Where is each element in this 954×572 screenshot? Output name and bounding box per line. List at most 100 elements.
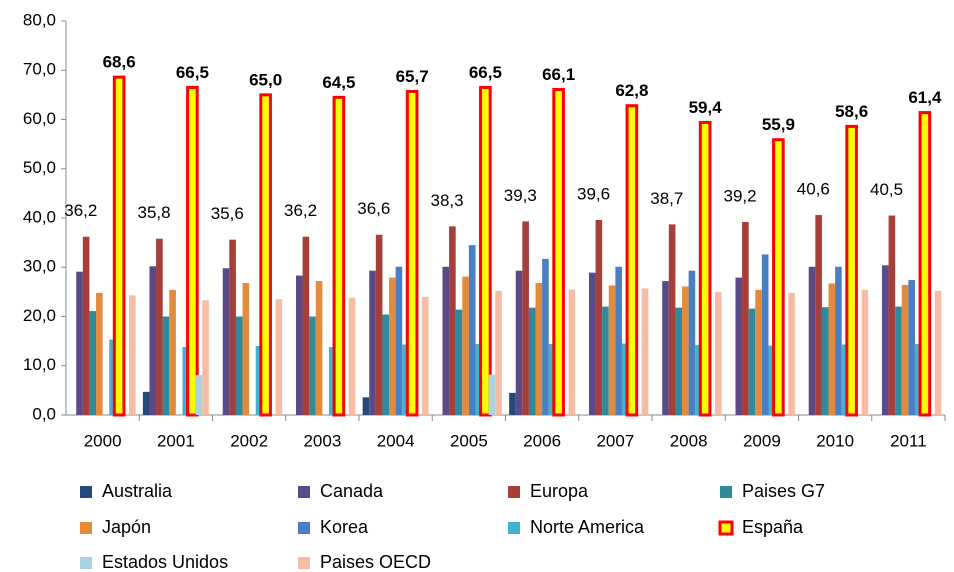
bar	[328, 347, 336, 415]
bar	[621, 343, 629, 415]
bar	[169, 289, 176, 415]
bar	[845, 124, 858, 417]
bar	[495, 290, 502, 415]
bar	[362, 397, 370, 415]
bar	[914, 344, 922, 415]
legend-swatch	[718, 520, 734, 536]
bar	[552, 87, 565, 417]
bar	[405, 89, 419, 417]
data-label: 36,2	[284, 201, 317, 220]
bar	[509, 392, 516, 415]
legend-label: Korea	[320, 517, 369, 537]
bar	[142, 391, 150, 415]
bar	[202, 300, 209, 415]
data-label: 64,5	[322, 73, 355, 92]
bar	[515, 270, 523, 415]
legend-label: Paises OECD	[320, 552, 431, 572]
x-tick-label: 2004	[377, 431, 415, 450]
bar	[861, 289, 869, 415]
bar	[462, 276, 469, 415]
bar	[908, 280, 915, 415]
bar	[835, 266, 842, 415]
y-tick-label: 20,0	[23, 306, 56, 325]
bar	[479, 85, 492, 417]
bar	[522, 221, 529, 415]
bar	[888, 215, 896, 415]
y-tick-label: 60,0	[23, 109, 56, 128]
x-tick-label: 2009	[743, 431, 781, 450]
data-label: 39,2	[724, 186, 757, 205]
bar	[668, 224, 676, 415]
bar	[455, 309, 463, 415]
y-tick-label: 80,0	[23, 10, 56, 29]
data-label: 61,4	[908, 88, 942, 107]
bar	[698, 120, 712, 417]
bar	[934, 290, 942, 415]
bar	[535, 283, 543, 415]
data-label: 66,1	[542, 65, 575, 84]
bar	[295, 275, 303, 415]
bar	[615, 266, 622, 415]
bar	[186, 85, 199, 417]
legend-swatch	[80, 557, 92, 569]
data-label: 40,6	[797, 180, 830, 199]
bar	[259, 93, 272, 417]
bar	[82, 236, 90, 415]
data-label: 35,8	[138, 203, 171, 222]
bar	[302, 236, 310, 415]
bar	[542, 258, 549, 415]
bar	[715, 291, 722, 415]
data-label: 59,4	[689, 98, 723, 117]
bar	[449, 226, 456, 415]
bar	[528, 307, 536, 415]
x-tick-label: 2006	[523, 431, 561, 450]
bar	[841, 344, 849, 415]
data-label: 66,5	[176, 63, 209, 82]
bar	[895, 306, 902, 415]
bar	[369, 270, 376, 415]
y-tick-label: 40,0	[23, 207, 56, 226]
bar	[821, 307, 829, 415]
bar	[76, 271, 83, 415]
x-tick-label: 2000	[84, 431, 122, 450]
bar	[918, 111, 932, 417]
data-label: 55,9	[762, 115, 795, 134]
bar	[275, 299, 283, 415]
bar	[568, 289, 576, 415]
bar	[755, 289, 762, 415]
data-label: 39,3	[504, 186, 537, 205]
bar	[149, 266, 157, 415]
bar	[129, 295, 136, 415]
bar	[315, 281, 323, 415]
bar	[772, 138, 785, 417]
bar	[688, 270, 696, 415]
bar	[608, 285, 616, 415]
data-label: 62,8	[615, 81, 648, 100]
legend-swatch	[720, 486, 732, 498]
legend-swatch	[298, 486, 310, 498]
legend-label: Japón	[102, 517, 151, 537]
bar	[402, 344, 409, 415]
bar	[548, 344, 556, 415]
bar	[675, 307, 683, 415]
legend-label: Canada	[320, 481, 384, 501]
bar	[682, 286, 689, 415]
bar	[828, 283, 836, 415]
legend-label: Europa	[530, 481, 589, 501]
data-label: 35,6	[211, 204, 244, 223]
bar	[788, 292, 795, 415]
legend-label: Estados Unidos	[102, 552, 228, 572]
bar	[235, 316, 243, 415]
bar	[96, 292, 103, 415]
bar	[375, 234, 383, 415]
bar	[475, 344, 483, 415]
x-tick-label: 2010	[816, 431, 854, 450]
bar	[109, 339, 116, 415]
x-tick-label: 2008	[670, 431, 708, 450]
bar	[389, 277, 396, 415]
legend-swatch	[80, 486, 92, 498]
bar	[588, 272, 596, 415]
x-tick-label: 2011	[890, 431, 927, 450]
bar	[881, 265, 889, 415]
